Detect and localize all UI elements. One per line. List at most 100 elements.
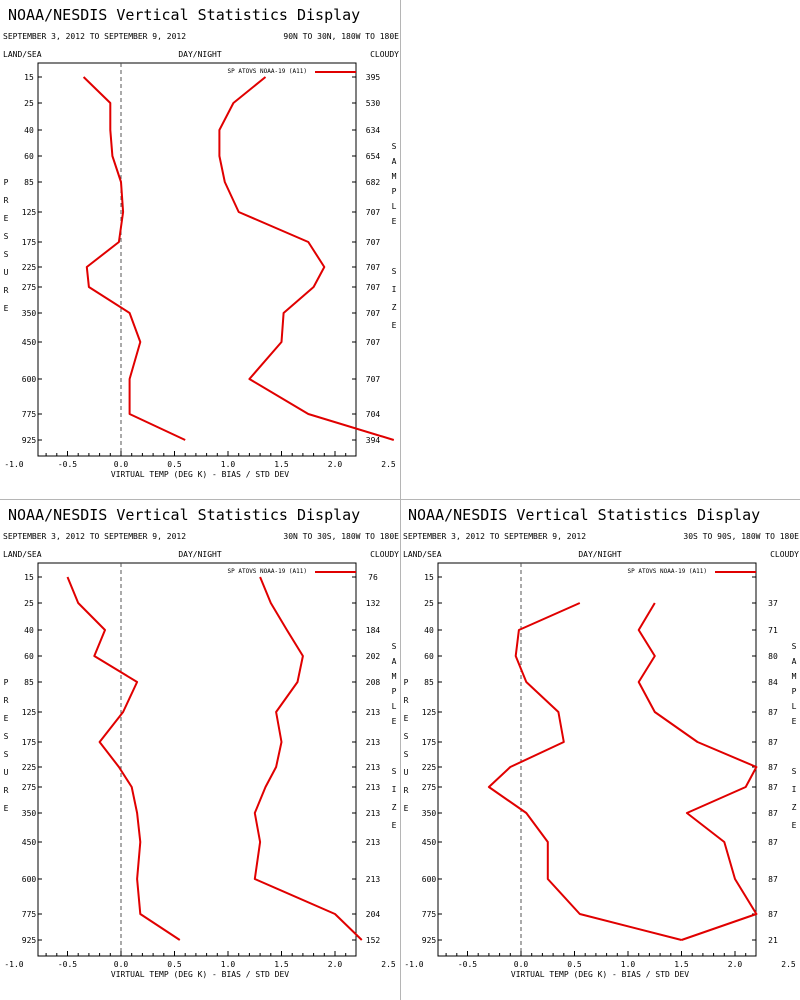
y-axis-label-letter: R (4, 696, 9, 705)
y-axis-label-letter: S (404, 732, 409, 741)
day-night-label: DAY/NIGHT (178, 50, 222, 59)
sample-label-letter: A (392, 657, 397, 666)
pressure-level-label: 40 (424, 626, 434, 635)
x-tick-label: 0.5 (567, 960, 582, 969)
y-axis-label-letter: E (4, 304, 9, 313)
pressure-level-label: 600 (422, 875, 437, 884)
sample-label-letter: S (792, 642, 797, 651)
x-tick-label: -0.5 (58, 460, 77, 469)
pressure-level-label: 925 (22, 436, 37, 445)
x-tick-label: 2.5 (781, 960, 796, 969)
day-night-label: DAY/NIGHT (578, 550, 622, 559)
sample-label-letter: L (792, 702, 797, 711)
size-label-letter: E (792, 821, 797, 830)
x-tick-label: 1.5 (674, 960, 689, 969)
sample-size-label: 707 (366, 338, 381, 347)
std_dev-series-line (218, 76, 395, 441)
size-label-letter: I (792, 785, 797, 794)
region-label: 30S TO 90S, 180W TO 180E (683, 532, 799, 541)
sample-size-label: 707 (366, 309, 381, 318)
sample-size-label: 707 (366, 375, 381, 384)
vertical-statistics-chart: NOAA/NESDIS Vertical Statistics Display S… (3, 6, 399, 479)
sample-size-label: 184 (366, 626, 381, 635)
chart-panel-30n-30s: NOAA/NESDIS Vertical Statistics Display S… (0, 500, 400, 1000)
sample-size-label: 76 (368, 573, 378, 582)
sample-size-label: 208 (366, 678, 381, 687)
y-axis-label-letter: U (4, 768, 9, 777)
x-tick-label: -1.0 (4, 460, 23, 469)
x-tick-label: 2.0 (328, 460, 343, 469)
sample-label-letter: M (392, 672, 397, 681)
x-tick-label: 1.5 (274, 460, 289, 469)
x-tick-label: 1.0 (221, 960, 236, 969)
pressure-level-label: 40 (24, 126, 34, 135)
pressure-level-label: 775 (22, 410, 37, 419)
y-axis-label-letter: S (4, 250, 9, 259)
pressure-level-label: 775 (22, 910, 37, 919)
land-sea-label: LAND/SEA (3, 50, 42, 59)
chart-title: NOAA/NESDIS Vertical Statistics Display (8, 6, 360, 24)
pressure-level-label: 25 (424, 599, 434, 608)
cloudy-label: CLOUDY (370, 550, 399, 559)
sample-label-letter: P (392, 687, 397, 696)
sample-label-letter: S (392, 142, 397, 151)
pressure-level-label: 175 (422, 738, 437, 747)
x-tick-label: 0.5 (167, 460, 182, 469)
sample-size-label: 84 (768, 678, 778, 687)
date-range: SEPTEMBER 3, 2012 TO SEPTEMBER 9, 2012 (403, 532, 586, 541)
x-tick-label: -0.5 (58, 960, 77, 969)
y-axis-label-letter: P (4, 178, 9, 187)
land-sea-label: LAND/SEA (403, 550, 442, 559)
x-tick-label: 2.0 (728, 960, 743, 969)
bias-series-line (66, 576, 181, 941)
pressure-level-label: 15 (24, 573, 34, 582)
y-axis-label-letter: U (404, 768, 409, 777)
sample-label-letter: M (792, 672, 797, 681)
y-axis-label-letter: U (4, 268, 9, 277)
pressure-level-label: 15 (424, 573, 434, 582)
chart-panel-90n-30n: NOAA/NESDIS Vertical Statistics Display S… (0, 0, 400, 500)
sample-size-label: 707 (366, 283, 381, 292)
pressure-level-label: 450 (22, 338, 37, 347)
sample-label-letter: L (392, 202, 397, 211)
x-tick-label: -0.5 (458, 960, 477, 969)
size-label-letter: Z (392, 303, 397, 312)
land-sea-label: LAND/SEA (3, 550, 42, 559)
sample-size-label: 37 (768, 599, 778, 608)
pressure-level-label: 350 (422, 809, 437, 818)
pressure-level-label: 15 (24, 73, 34, 82)
pressure-level-label: 600 (22, 875, 37, 884)
plot-frame (437, 562, 757, 957)
sample-label-letter: E (792, 717, 797, 726)
size-label-letter: Z (792, 803, 797, 812)
sample-size-label: 87 (768, 838, 778, 847)
sample-label-letter: P (392, 187, 397, 196)
sample-size-label: 707 (366, 263, 381, 272)
y-axis-label-letter: S (404, 750, 409, 759)
pressure-level-label: 225 (422, 763, 437, 772)
sample-label-letter: S (392, 642, 397, 651)
sample-size-label: 87 (768, 763, 778, 772)
sample-size-label: 682 (366, 178, 381, 187)
sample-size-label: 71 (768, 626, 778, 635)
x-tick-label: 0.0 (514, 960, 529, 969)
chart-title: NOAA/NESDIS Vertical Statistics Display (8, 506, 360, 524)
sample-size-label: 21 (768, 936, 778, 945)
pressure-level-label: 925 (22, 936, 37, 945)
std_dev-series-line (637, 602, 758, 941)
y-axis-label-letter: S (4, 750, 9, 759)
sample-size-label: 213 (366, 838, 381, 847)
pressure-level-label: 600 (22, 375, 37, 384)
pressure-level-label: 85 (24, 678, 34, 687)
y-axis-label-letter: P (404, 678, 409, 687)
panel-divider-horizontal (0, 499, 800, 500)
legend-label: SP ATOVS NOAA-19 (A11) (228, 568, 307, 575)
sample-size-label: 87 (768, 738, 778, 747)
pressure-level-label: 925 (422, 936, 437, 945)
pressure-level-label: 85 (424, 678, 434, 687)
day-night-label: DAY/NIGHT (178, 550, 222, 559)
pressure-level-label: 225 (22, 263, 37, 272)
size-label-letter: S (392, 267, 397, 276)
sample-size-label: 213 (366, 763, 381, 772)
pressure-level-label: 275 (22, 783, 37, 792)
